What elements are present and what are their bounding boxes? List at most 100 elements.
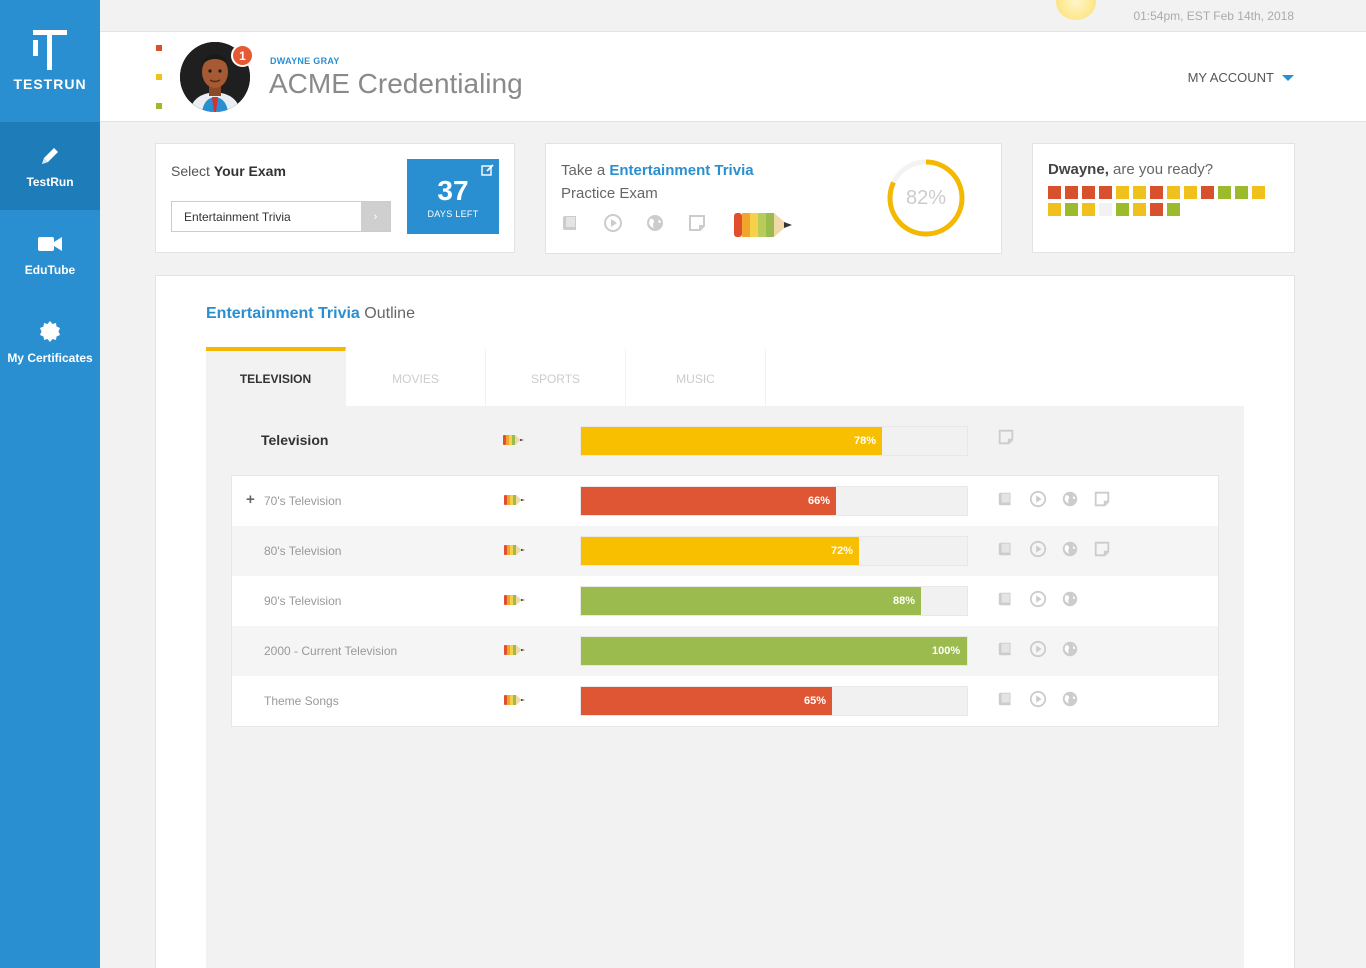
- progress-pencil-icon: [504, 643, 526, 661]
- subtopic-percent: 100%: [932, 645, 961, 657]
- readiness-square: [1184, 186, 1197, 199]
- readiness-square: [1082, 186, 1095, 199]
- readiness-square: [1065, 203, 1078, 216]
- subtopic-icons: [997, 490, 1111, 508]
- progress-pencil-icon: [504, 593, 526, 611]
- book-icon[interactable]: [997, 590, 1015, 608]
- header: 1 DWAYNE GRAY ACME Credentialing MY ACCO…: [100, 32, 1366, 122]
- readiness-square: [1167, 203, 1180, 216]
- sidebar-item-label: EduTube: [24, 263, 76, 277]
- globe-icon[interactable]: [645, 213, 665, 238]
- globe-icon[interactable]: [1061, 690, 1079, 708]
- book-icon[interactable]: [997, 490, 1015, 508]
- exam-select-input[interactable]: Entertainment Trivia: [171, 201, 391, 232]
- play-icon[interactable]: [1029, 640, 1047, 658]
- progress-pencil-icon: [503, 433, 525, 451]
- expand-plus-icon[interactable]: +: [246, 491, 255, 508]
- subtopic-row[interactable]: 90's Television 88%: [232, 576, 1218, 626]
- play-icon[interactable]: [1029, 540, 1047, 558]
- note-icon[interactable]: [687, 213, 707, 238]
- tab-television[interactable]: TELEVISION: [206, 347, 346, 406]
- subtopic-progress-bar: 72%: [580, 536, 968, 566]
- globe-icon[interactable]: [1061, 490, 1079, 508]
- practice-score-text: 82%: [905, 186, 947, 209]
- play-icon[interactable]: [1029, 490, 1047, 508]
- note-icon[interactable]: [1093, 490, 1111, 508]
- summary-row: Television 78%: [206, 406, 1244, 474]
- readiness-square: [1048, 186, 1061, 199]
- readiness-square: [1133, 186, 1146, 199]
- subtopic-name: Theme Songs: [264, 694, 339, 708]
- outline-title: Entertainment Trivia Outline: [206, 305, 415, 322]
- book-icon[interactable]: [561, 213, 581, 238]
- readiness-square: [1082, 203, 1095, 216]
- play-icon[interactable]: [1029, 690, 1047, 708]
- subtopic-row[interactable]: Theme Songs 65%: [232, 676, 1218, 726]
- my-account-dropdown[interactable]: MY ACCOUNT: [1188, 70, 1294, 85]
- note-icon[interactable]: [997, 428, 1015, 446]
- tab-music[interactable]: MUSIC: [626, 347, 766, 406]
- readiness-square: [1252, 186, 1265, 199]
- readiness-squares: [1048, 186, 1273, 216]
- progress-pencil-icon: [732, 210, 794, 245]
- globe-icon[interactable]: [1061, 640, 1079, 658]
- summary-name: Television: [261, 432, 329, 448]
- org-name: ACME Credentialing: [269, 68, 523, 99]
- subtopic-percent: 88%: [893, 595, 916, 607]
- exam-select-label: Select Your Exam: [171, 163, 286, 179]
- subtopic-percent: 72%: [831, 545, 854, 557]
- readiness-square: [1235, 186, 1248, 199]
- days-left-label: DAYS LEFT: [427, 209, 479, 219]
- tab-sports[interactable]: SPORTS: [486, 347, 626, 406]
- sidebar-item-edutube[interactable]: EduTube: [0, 210, 100, 298]
- logo[interactable]: TESTRUN: [0, 0, 100, 122]
- globe-icon[interactable]: [1061, 590, 1079, 608]
- top-strip: 01:54pm, EST Feb 14th, 2018: [100, 0, 1366, 32]
- notification-badge[interactable]: 1: [231, 44, 254, 67]
- readiness-card: Dwayne, are you ready?: [1032, 143, 1295, 253]
- readiness-square: [1133, 203, 1146, 216]
- book-icon[interactable]: [997, 640, 1015, 658]
- practice-icons: [561, 213, 707, 238]
- readiness-square: [1099, 203, 1112, 216]
- summary-percent: 78%: [854, 435, 877, 447]
- pencil-icon: [39, 143, 61, 169]
- readiness-square: [1150, 186, 1163, 199]
- progress-pencil-icon: [504, 693, 526, 711]
- globe-icon[interactable]: [1061, 540, 1079, 558]
- logo-mark-icon: [33, 30, 67, 70]
- sidebar-item-certificates[interactable]: My Certificates: [0, 298, 100, 386]
- outline-section: Entertainment Trivia Outline TELEVISION M…: [155, 275, 1295, 968]
- subtopic-progress-bar: 66%: [580, 486, 968, 516]
- sidebar-item-label: My Certificates: [7, 351, 93, 365]
- subtopic-row[interactable]: +70's Television 66%: [232, 476, 1218, 526]
- note-icon[interactable]: [1093, 540, 1111, 558]
- outline-panel: Television 78% +70's Television 66% 80's T…: [206, 406, 1244, 968]
- seal-icon: [38, 319, 62, 345]
- subtopic-icons: [997, 540, 1111, 558]
- subtopic-percent: 65%: [804, 695, 827, 707]
- subtopic-name: 70's Television: [264, 494, 342, 508]
- subtopic-row[interactable]: 2000 - Current Television 100%: [232, 626, 1218, 676]
- play-icon[interactable]: [1029, 590, 1047, 608]
- sidebar: TESTRUN TestRun EduTube My Certificates: [0, 0, 100, 968]
- subtopic-name: 2000 - Current Television: [264, 644, 398, 658]
- subtopic-icons: [997, 640, 1079, 658]
- subtopic-name: 90's Television: [264, 594, 342, 608]
- subtopic-row[interactable]: 80's Television 72%: [232, 526, 1218, 576]
- progress-pencil-icon: [504, 543, 526, 561]
- practice-score-ring: [887, 159, 965, 237]
- play-icon[interactable]: [603, 213, 623, 238]
- summary-progress-bar: 78%: [580, 426, 968, 456]
- exam-go-button[interactable]: ›: [361, 202, 390, 231]
- subtopic-name: 80's Television: [264, 544, 342, 558]
- book-icon[interactable]: [997, 540, 1015, 558]
- video-camera-icon: [37, 231, 63, 257]
- readiness-square: [1099, 186, 1112, 199]
- sidebar-item-testrun[interactable]: TestRun: [0, 122, 100, 210]
- tab-movies[interactable]: MOVIES: [346, 347, 486, 406]
- edit-icon[interactable]: [481, 163, 495, 182]
- book-icon[interactable]: [997, 690, 1015, 708]
- days-left-box: 37 DAYS LEFT: [407, 159, 499, 234]
- practice-exam-card[interactable]: Take a Entertainment Trivia Practice Exa…: [545, 143, 1002, 254]
